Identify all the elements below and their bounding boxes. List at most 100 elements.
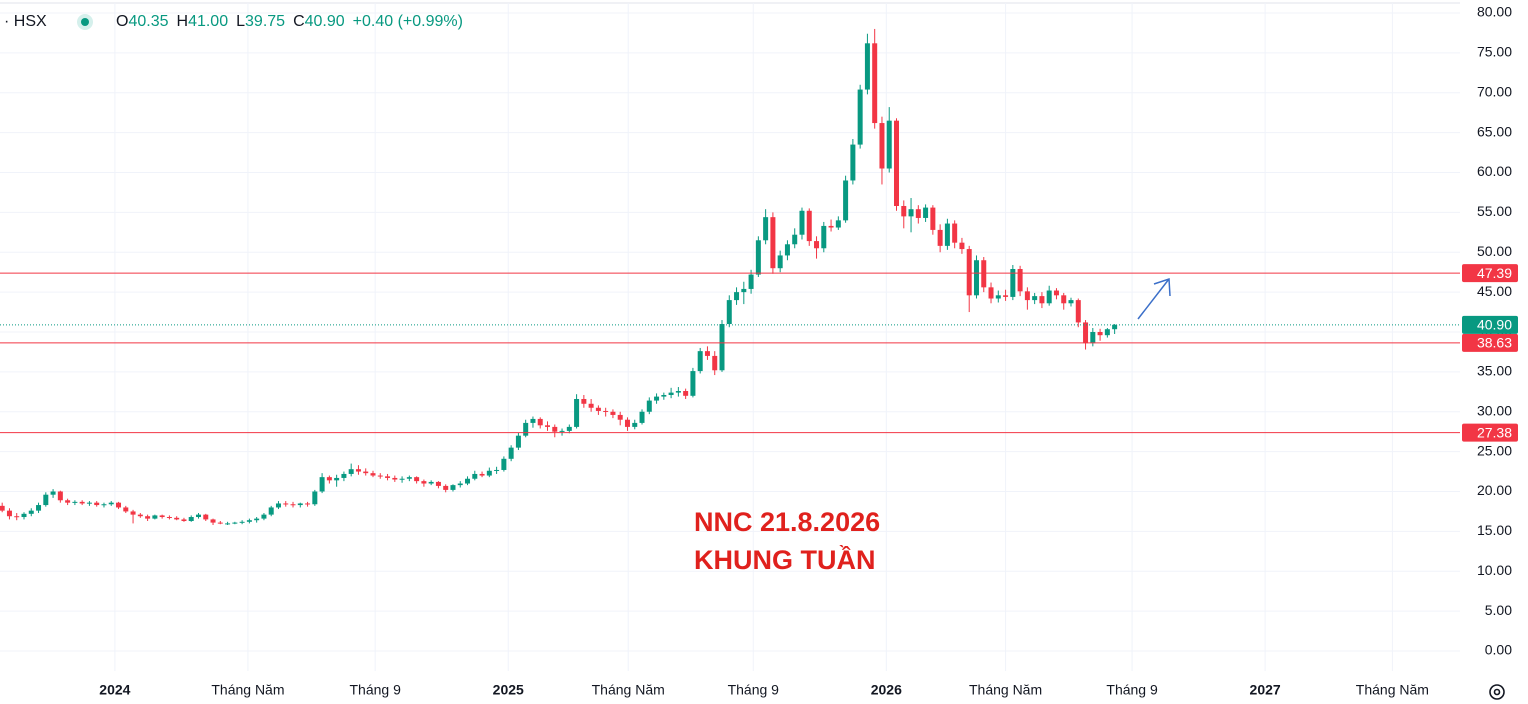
candle-body: [923, 207, 929, 218]
candle-body: [515, 435, 521, 448]
candle-body: [435, 481, 441, 486]
candle-body: [530, 418, 536, 423]
candle-body: [886, 120, 892, 169]
candle-body: [690, 371, 696, 396]
y-tick-label: 45.00: [1477, 283, 1512, 299]
candle-body: [988, 287, 994, 299]
candle-body: [312, 491, 318, 505]
candle-body: [355, 469, 361, 472]
candle-body: [14, 516, 20, 518]
x-tick-label: Tháng 9: [1106, 682, 1158, 698]
grid: [0, 3, 1460, 671]
candle-body: [36, 505, 42, 511]
candle-body: [21, 513, 27, 518]
candle-body: [814, 241, 820, 249]
candle-body: [392, 477, 398, 480]
candle-body: [624, 419, 630, 427]
candle-body: [748, 274, 754, 289]
settings-icon[interactable]: [1489, 684, 1505, 700]
candle-body: [1046, 290, 1052, 304]
y-tick-label: 30.00: [1477, 402, 1512, 418]
candle-body: [792, 234, 798, 245]
candle-body: [784, 244, 790, 256]
candle-body: [683, 391, 689, 396]
candle-body: [1097, 332, 1103, 336]
candle-body: [981, 260, 987, 288]
candle-body: [254, 518, 260, 521]
x-tick-label: Tháng 9: [349, 682, 401, 698]
candle-body: [1017, 268, 1023, 292]
y-tick-label: 25.00: [1477, 442, 1512, 458]
candle-body: [130, 511, 136, 515]
candle-body: [995, 295, 1001, 299]
candle-body: [581, 398, 587, 404]
candle-body: [901, 205, 907, 217]
candle-body: [806, 210, 812, 242]
candle-body: [414, 477, 420, 482]
price-label: 47.39: [1477, 265, 1512, 281]
x-tick-label: 2024: [99, 682, 130, 698]
candle-body: [195, 514, 201, 518]
y-tick-label: 75.00: [1477, 44, 1512, 60]
candle-body: [1090, 332, 1096, 344]
y-tick-label: 15.00: [1477, 522, 1512, 538]
x-tick-label: 2027: [1250, 682, 1281, 698]
candle-body: [588, 403, 594, 408]
candle-body: [72, 501, 78, 503]
candle-body: [1010, 268, 1016, 297]
candle-body: [1112, 324, 1118, 330]
legend: · HSX: [4, 13, 47, 30]
plot-area: [0, 28, 1460, 525]
candle-body: [305, 503, 311, 505]
y-tick-label: 5.00: [1485, 602, 1512, 618]
candle-body: [595, 407, 601, 411]
candle-body: [290, 504, 296, 506]
candle-body: [675, 391, 681, 393]
legend-label: H: [177, 13, 189, 30]
candle-body: [741, 288, 747, 293]
candle-body: [763, 217, 769, 241]
candle-body: [879, 123, 885, 169]
candle-body: [734, 292, 740, 301]
annotation: NNC 21.8.2026: [694, 507, 880, 537]
candle-body: [661, 395, 667, 397]
candle-body: [472, 473, 478, 479]
candle-body: [770, 217, 776, 269]
candle-body: [799, 210, 805, 235]
status-dot: [81, 18, 89, 26]
x-tick-label: Tháng Năm: [969, 682, 1042, 698]
candle-body: [94, 502, 100, 506]
legend-value: 39.75: [245, 13, 285, 30]
candle-body: [1053, 290, 1059, 296]
candle-body: [152, 515, 158, 519]
candle-body: [457, 483, 463, 486]
y-tick-label: 20.00: [1477, 482, 1512, 498]
candle-body: [123, 507, 129, 512]
candle-body: [1003, 295, 1009, 297]
y-tick-label: 70.00: [1477, 83, 1512, 99]
candle-body: [755, 240, 761, 275]
legend-value: 40.90: [305, 13, 345, 30]
y-tick-label: 55.00: [1477, 203, 1512, 219]
candle-body: [966, 249, 972, 296]
candle-body: [166, 517, 172, 519]
candle-body: [275, 503, 281, 508]
candle-body: [915, 209, 921, 218]
candle-body: [326, 477, 332, 481]
candle-body: [1104, 329, 1110, 336]
legend-label: O: [116, 13, 128, 30]
candle-body: [1024, 291, 1030, 301]
candle-body: [908, 209, 914, 217]
candle-body: [341, 473, 347, 478]
candle-body: [944, 223, 950, 246]
candle-body: [930, 207, 936, 230]
candle-body: [697, 351, 703, 372]
candle-body: [857, 89, 863, 145]
x-tick-label: Tháng 9: [728, 682, 780, 698]
candle-body: [188, 517, 194, 522]
candle-body: [0, 505, 5, 511]
candle-body: [937, 229, 943, 246]
candle-body: [603, 410, 609, 412]
y-tick-label: 80.00: [1477, 4, 1512, 20]
candle-body: [494, 469, 500, 471]
